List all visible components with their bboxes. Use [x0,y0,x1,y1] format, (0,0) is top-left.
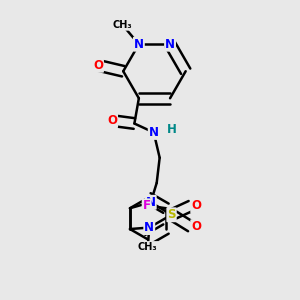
Text: O: O [93,59,103,72]
Text: O: O [107,114,117,127]
Text: CH₃: CH₃ [138,242,158,252]
Text: O: O [191,200,201,212]
Text: O: O [191,220,201,233]
Text: N: N [165,38,175,51]
Text: N: N [146,196,156,209]
Text: N: N [134,38,144,51]
Text: N: N [149,126,159,139]
Text: CH₃: CH₃ [113,20,132,30]
Text: S: S [167,208,176,221]
Text: H: H [167,123,176,136]
Text: N: N [144,221,154,234]
Text: F: F [143,200,151,212]
